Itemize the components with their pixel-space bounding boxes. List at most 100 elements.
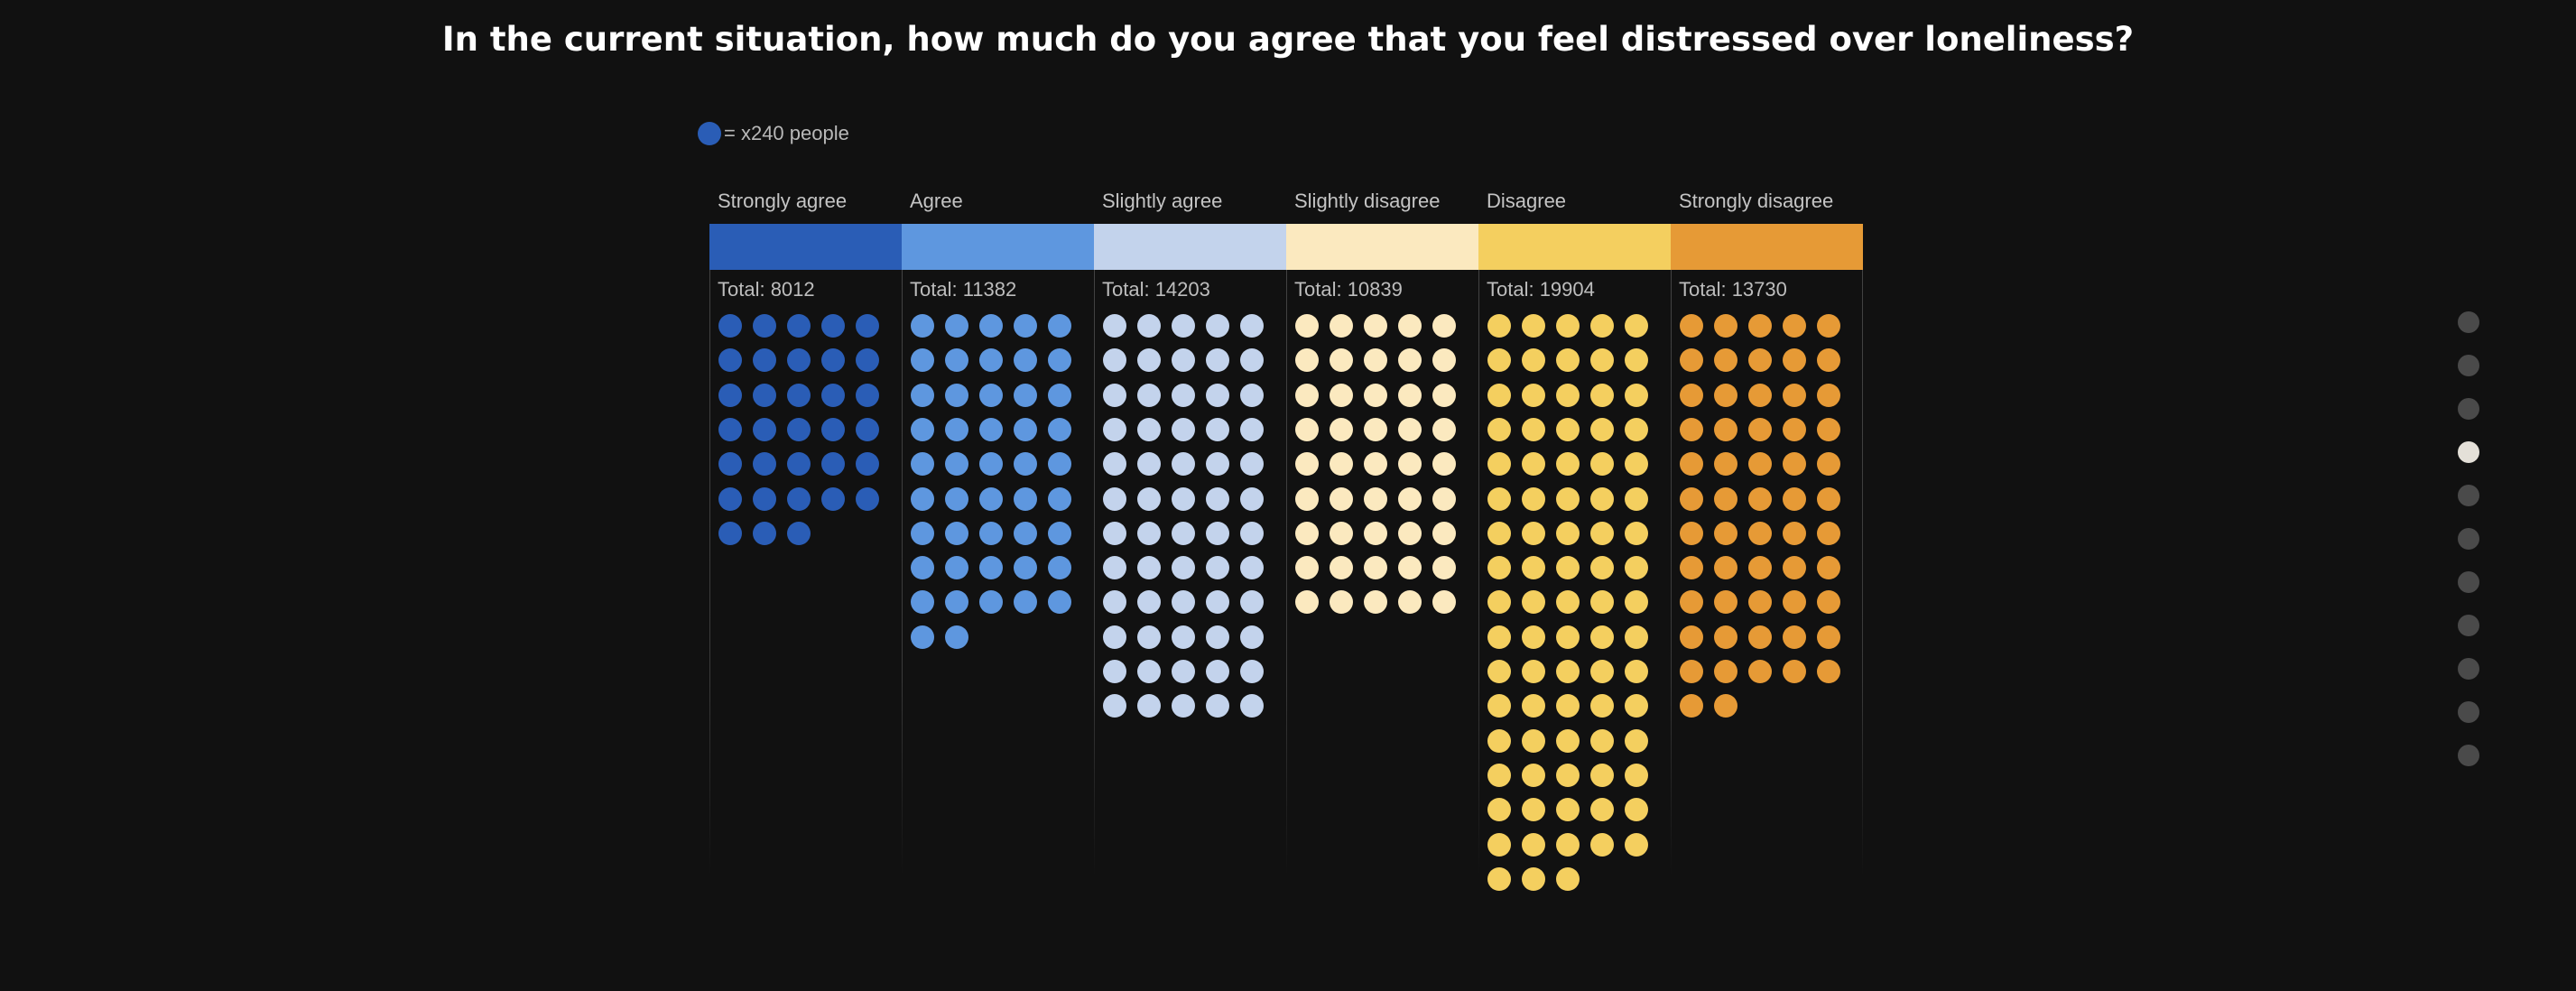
pager-dot[interactable] [2458, 485, 2479, 506]
people-dot [1432, 590, 1456, 615]
people-dot [1103, 452, 1126, 477]
people-dot [1206, 486, 1229, 511]
people-dot [1556, 763, 1580, 787]
people-dot [1522, 521, 1545, 545]
people-dot [1172, 660, 1195, 683]
people-dot [1048, 348, 1071, 373]
people-dot [1364, 556, 1387, 580]
people-dot [1137, 348, 1161, 373]
pager-dot[interactable] [2458, 398, 2479, 420]
people-dot [1206, 590, 1229, 615]
legend: = x240 people [698, 119, 849, 148]
category-total: Total: 10839 [1294, 278, 1403, 301]
people-dot [1817, 521, 1840, 545]
people-dot [1487, 417, 1511, 441]
people-dot [1590, 521, 1614, 545]
people-dot [979, 314, 1003, 338]
people-dot [856, 314, 879, 338]
people-dot [1714, 694, 1737, 718]
people-dot [1487, 660, 1511, 683]
people-dot [945, 348, 968, 373]
people-dot [787, 383, 811, 407]
pager-dot[interactable] [2458, 615, 2479, 636]
people-dot [1330, 521, 1353, 545]
people-dot [1817, 660, 1840, 683]
people-dot [1680, 452, 1703, 477]
pager-dot[interactable] [2458, 658, 2479, 680]
people-dot [1590, 763, 1614, 787]
pager-dot[interactable] [2458, 571, 2479, 593]
people-dot [1556, 832, 1580, 857]
people-dot [1295, 314, 1319, 338]
people-dot [1137, 486, 1161, 511]
people-dot [1625, 486, 1648, 511]
people-dot [1680, 314, 1703, 338]
people-dot [911, 556, 934, 580]
people-dot [1680, 556, 1703, 580]
people-dot [821, 486, 845, 511]
people-dot [1714, 314, 1737, 338]
people-dot [1590, 625, 1614, 649]
people-dot [718, 452, 742, 477]
people-dot [1172, 383, 1195, 407]
people-dot [1817, 417, 1840, 441]
people-dot [1295, 417, 1319, 441]
people-dot [1014, 417, 1037, 441]
people-dot [1137, 383, 1161, 407]
people-dot [1432, 556, 1456, 580]
people-dot [911, 486, 934, 511]
category-column: Slightly disagree Total: 10839 [1286, 190, 1478, 903]
people-dot [1590, 728, 1614, 753]
people-dot [1556, 452, 1580, 477]
people-dot [856, 348, 879, 373]
people-dot [1432, 348, 1456, 373]
people-dot [821, 452, 845, 477]
people-dot [1625, 590, 1648, 615]
people-dot [1714, 556, 1737, 580]
people-dot [1048, 452, 1071, 477]
people-dot [1330, 348, 1353, 373]
people-dot [1817, 625, 1840, 649]
people-dot [1048, 556, 1071, 580]
people-dot [1137, 660, 1161, 683]
people-dot [1487, 314, 1511, 338]
people-dot [1487, 625, 1511, 649]
people-dot [1783, 314, 1806, 338]
people-dot [1240, 417, 1264, 441]
people-dot [1330, 417, 1353, 441]
people-dot [1556, 383, 1580, 407]
people-dot [1172, 625, 1195, 649]
people-dot [945, 383, 968, 407]
people-dot [1556, 694, 1580, 718]
people-dot [1206, 383, 1229, 407]
people-dot [1487, 452, 1511, 477]
people-dot [945, 452, 968, 477]
people-dot [1522, 832, 1545, 857]
people-dot [1172, 486, 1195, 511]
people-dot [1783, 590, 1806, 615]
category-column: Strongly agree Total: 8012 [709, 190, 902, 903]
people-dot [1432, 314, 1456, 338]
people-dot [1103, 590, 1126, 615]
people-dot [1398, 417, 1422, 441]
people-dot [1590, 486, 1614, 511]
people-dot [1556, 625, 1580, 649]
people-dot [1625, 694, 1648, 718]
pager-dot[interactable] [2458, 441, 2479, 463]
pager-dot[interactable] [2458, 528, 2479, 550]
people-dot [1522, 798, 1545, 822]
category-column: Slightly agree Total: 14203 [1094, 190, 1286, 903]
close-icon[interactable] [1290, 0, 1326, 7]
pager-dot[interactable] [2458, 745, 2479, 766]
people-dot [1556, 486, 1580, 511]
pager-dot[interactable] [2458, 311, 2479, 333]
category-color-band [1671, 224, 1863, 270]
category-color-band [902, 224, 1094, 270]
people-dot [1748, 486, 1772, 511]
pager-dot[interactable] [2458, 701, 2479, 723]
column-divider [1094, 226, 1095, 875]
pager-dot[interactable] [2458, 355, 2479, 376]
people-dot [1048, 486, 1071, 511]
people-dot [1625, 314, 1648, 338]
people-dot [1590, 348, 1614, 373]
